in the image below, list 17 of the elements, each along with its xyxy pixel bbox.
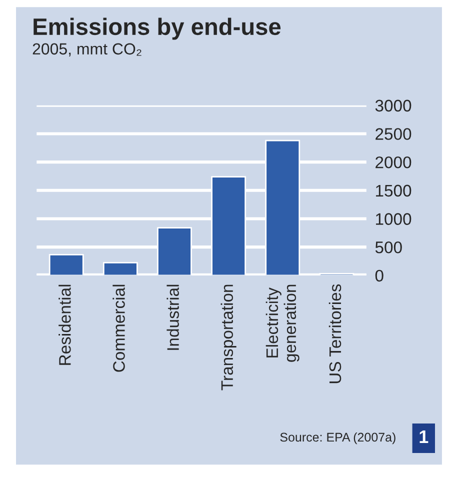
x-tick-label: Commercial	[112, 284, 125, 372]
y-tick-label: 2000	[376, 156, 412, 168]
x-tick-label: Residential	[58, 284, 71, 365]
x-tick-label: Electricity generation	[266, 284, 300, 362]
y-tick-label: 1500	[376, 184, 412, 197]
x-tick-label: Transportation	[220, 284, 236, 390]
y-tick-label: 3000	[375, 100, 412, 112]
source-note: Source: EPA (2007a)	[280, 432, 396, 444]
y-tick-label: 500	[375, 241, 402, 254]
x-tick-label: Industrial	[166, 284, 179, 350]
chart-title: Emissions by end-use	[34, 18, 281, 40]
chart-subtitle: 2005, mmt CO₂	[32, 43, 142, 56]
text: 1	[420, 430, 428, 443]
x-tick-label: US Territories	[328, 284, 342, 384]
y-tick-label: 2500	[376, 128, 412, 140]
y-tick-label: 1000	[376, 213, 412, 225]
y-tick-label: 0	[375, 270, 384, 282]
